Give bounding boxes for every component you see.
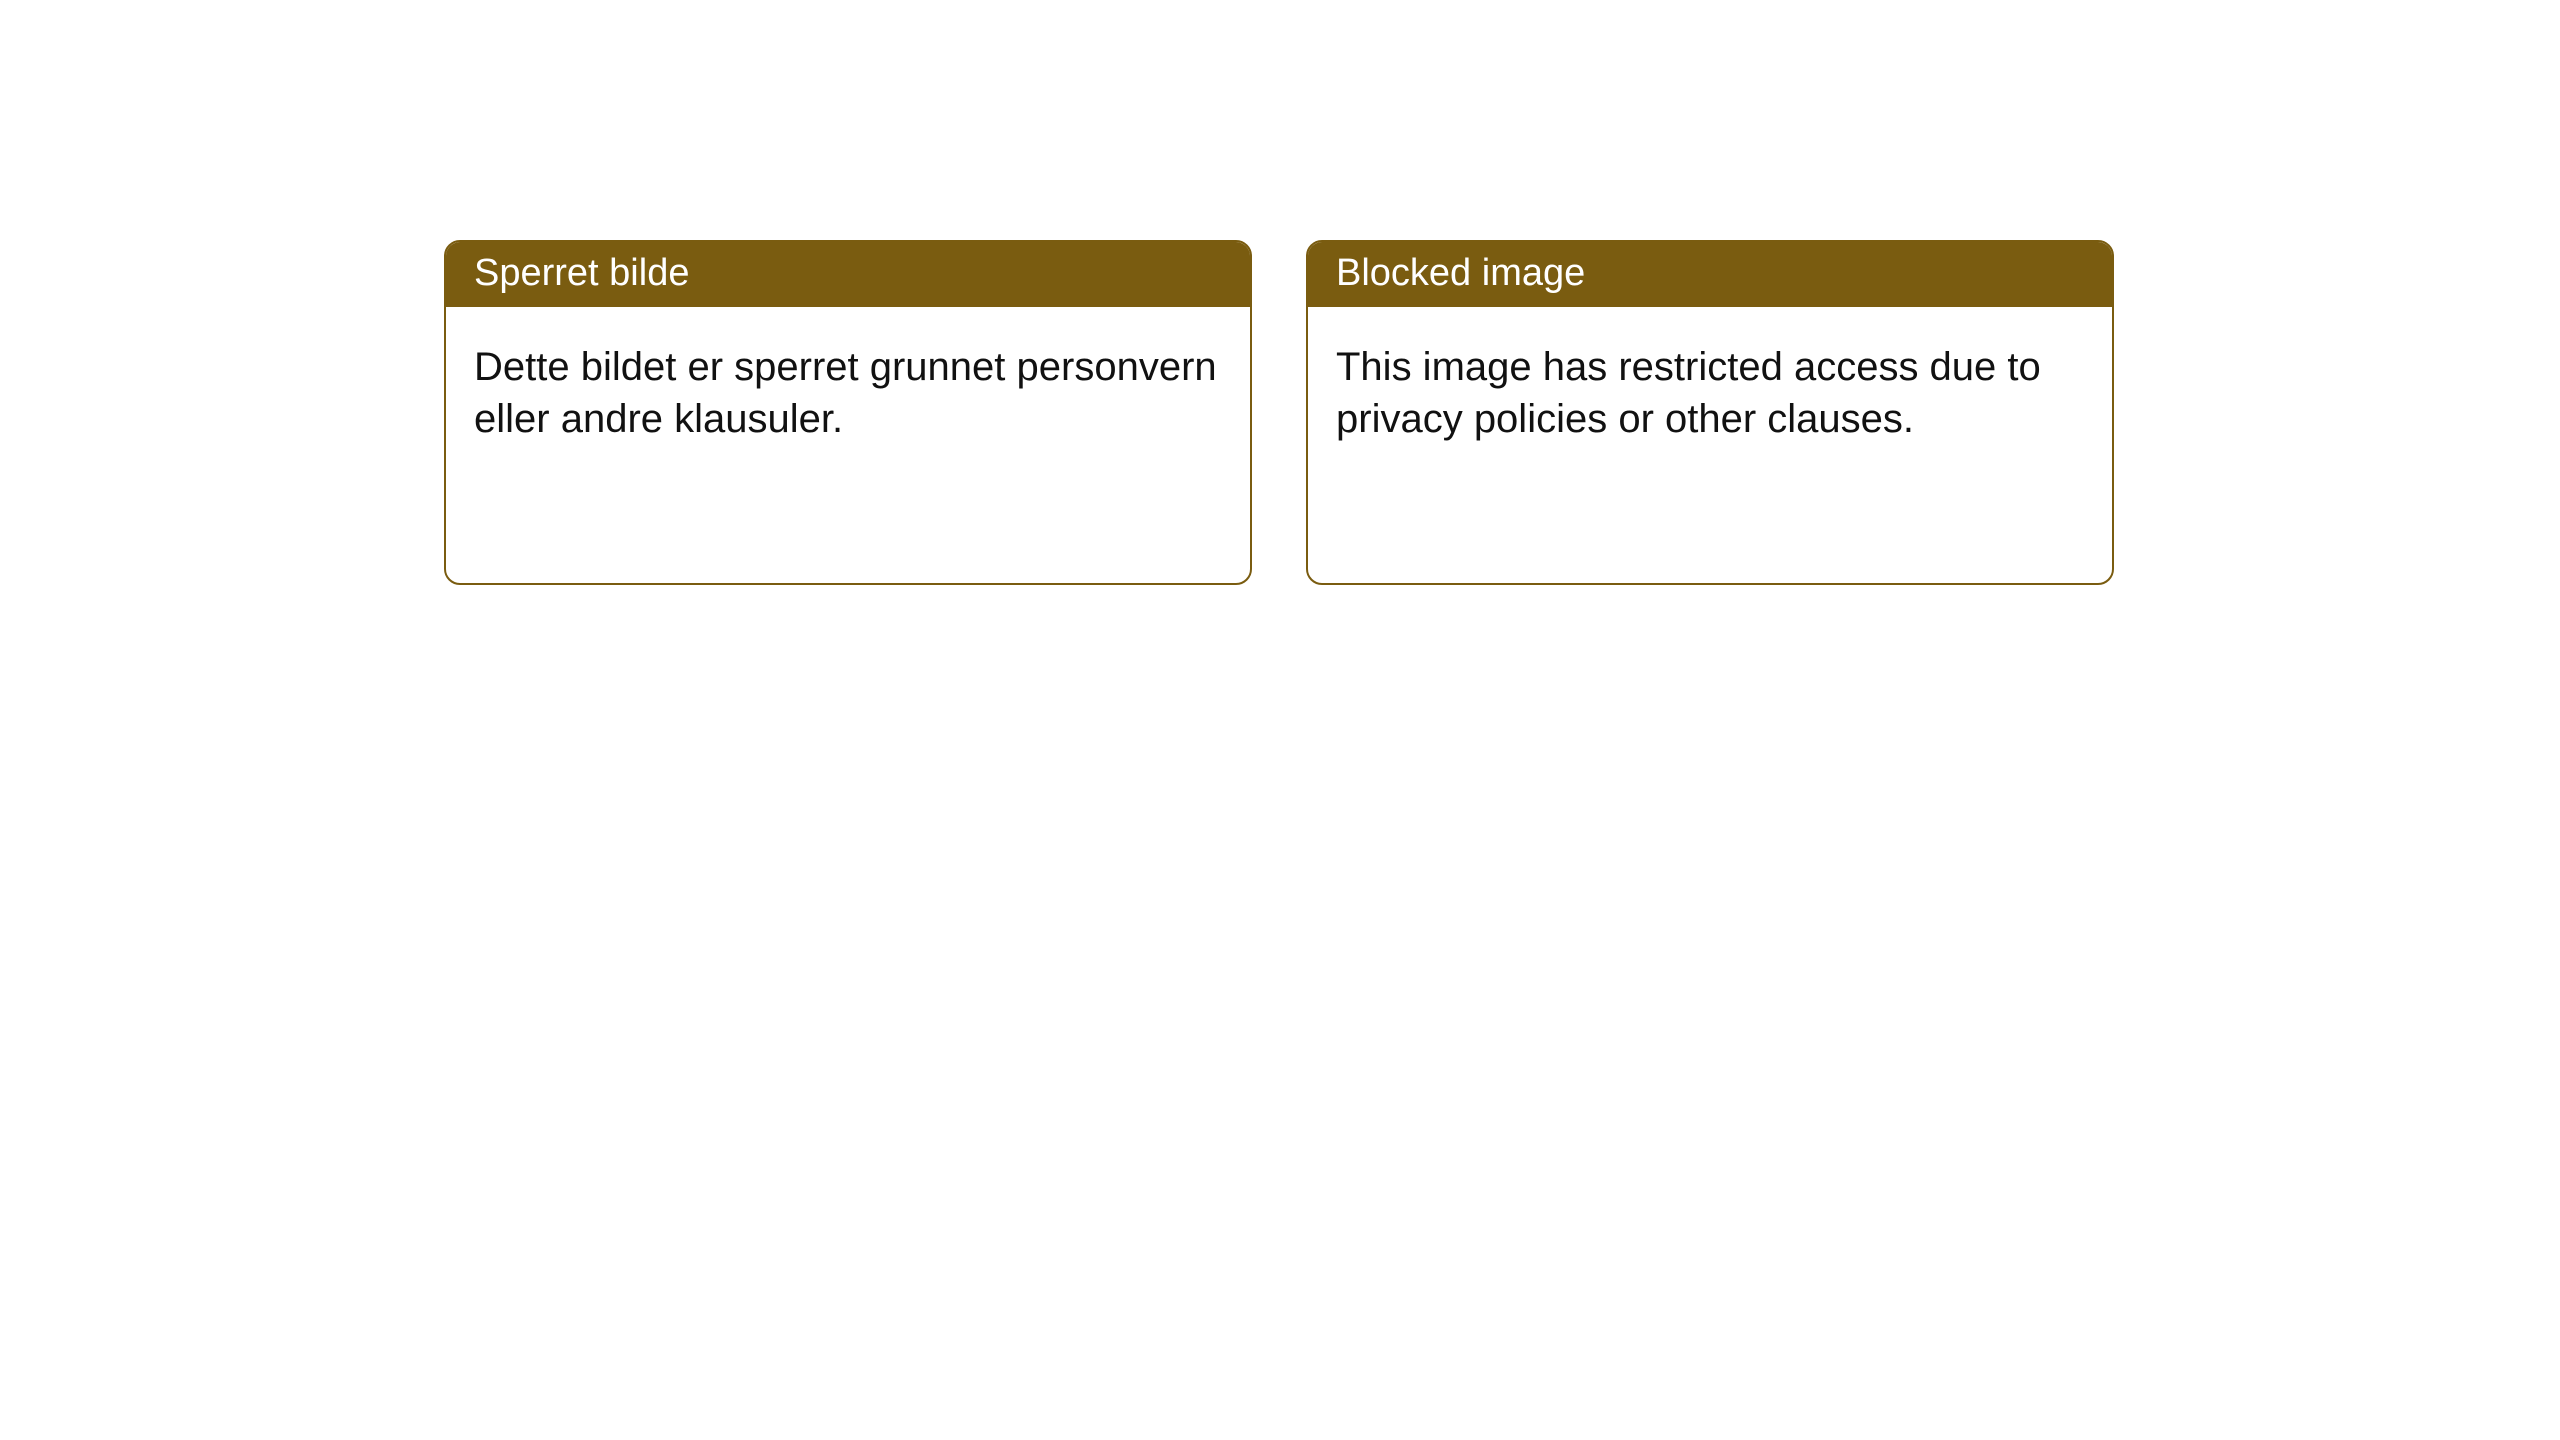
notice-body: Dette bildet er sperret grunnet personve… (446, 307, 1250, 583)
notice-header: Blocked image (1308, 242, 2112, 307)
notice-container: Sperret bilde Dette bildet er sperret gr… (444, 240, 2114, 585)
notice-body-text: This image has restricted access due to … (1336, 345, 2041, 441)
notice-header-text: Blocked image (1336, 252, 1585, 294)
notice-card-english: Blocked image This image has restricted … (1306, 240, 2114, 585)
notice-body-text: Dette bildet er sperret grunnet personve… (474, 345, 1217, 441)
notice-header: Sperret bilde (446, 242, 1250, 307)
notice-body: This image has restricted access due to … (1308, 307, 2112, 583)
notice-header-text: Sperret bilde (474, 252, 689, 294)
notice-card-norwegian: Sperret bilde Dette bildet er sperret gr… (444, 240, 1252, 585)
